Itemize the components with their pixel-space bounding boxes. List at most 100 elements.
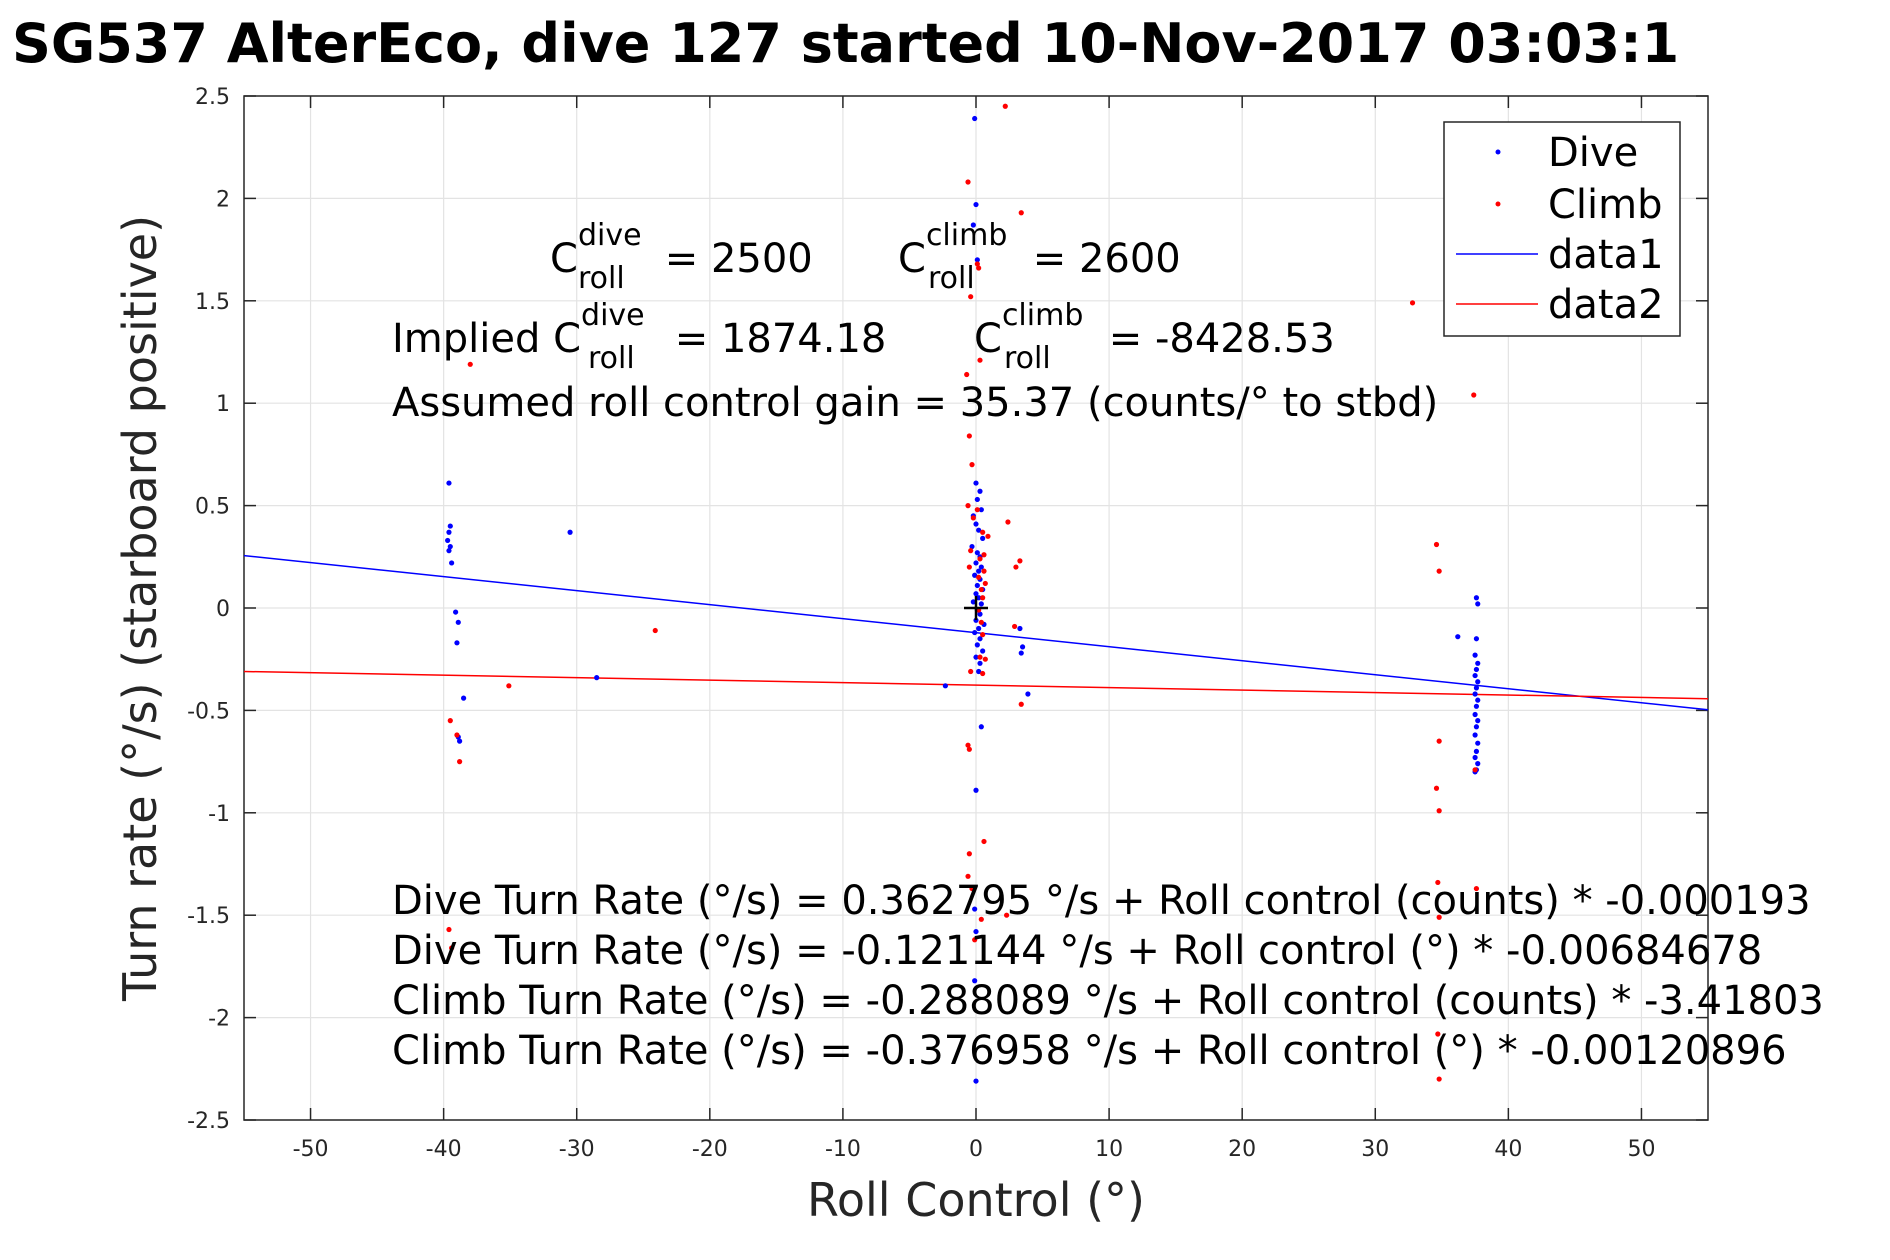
legend-dive-label: Dive: [1548, 130, 1638, 176]
dive-point: [978, 564, 984, 570]
climb-point: [974, 261, 980, 267]
dive-point: [1473, 703, 1480, 709]
climb-point: [1011, 623, 1018, 630]
dive-point: [977, 488, 983, 494]
climb-point: [966, 851, 972, 857]
dive-point: [972, 978, 978, 984]
implied-climb-sub: roll: [1004, 341, 1051, 376]
dive-point: [1018, 650, 1024, 656]
c-climb-sub: roll: [928, 261, 975, 296]
annotation-implied-dive: Implied Cdive roll = 1874.18: [392, 298, 886, 376]
legend-data1-label: data1: [1548, 232, 1664, 278]
x-tick-label: -50: [293, 1137, 329, 1162]
dive-point: [973, 521, 979, 527]
dive-point: [1473, 748, 1480, 754]
dive-point: [1475, 679, 1481, 685]
implied-climb-base: C: [974, 316, 1002, 362]
dive-point: [447, 543, 453, 550]
chart-title: SG537 AlterEco, dive 127 started 10-Nov-…: [12, 12, 1679, 75]
climb-point: [980, 632, 986, 638]
climb-point: [506, 683, 512, 689]
x-tick-label: 30: [1361, 1137, 1389, 1162]
climb-point: [1018, 210, 1024, 216]
climb-point: [980, 529, 986, 535]
dive-point: [457, 738, 463, 744]
dive-point: [567, 529, 573, 535]
x-axis-label: Roll Control (°): [807, 1173, 1145, 1227]
implied-dive-sup: dive: [581, 298, 645, 333]
y-tick-label: 0.5: [195, 495, 230, 520]
climb-point: [1473, 885, 1480, 892]
dive-point: [1472, 652, 1478, 658]
climb-point: [969, 462, 975, 468]
dive-point: [973, 201, 979, 208]
climb-point: [1018, 701, 1024, 707]
climb-point: [1004, 912, 1010, 918]
climb-point: [1002, 103, 1008, 109]
climb-point: [966, 433, 972, 439]
dive-point: [974, 496, 980, 503]
climb-point: [1436, 568, 1442, 574]
climb-point: [457, 759, 463, 765]
x-tick-label: 50: [1627, 1137, 1655, 1162]
climb-point: [968, 668, 974, 675]
x-tick-labels: -50 -40 -30 -20 -10 0 10 20 30 40 50: [293, 1137, 1656, 1162]
dive-point: [446, 529, 452, 535]
climb-point: [1435, 879, 1441, 886]
climb-point: [1433, 785, 1440, 791]
dive-point: [1473, 636, 1480, 642]
dive-point: [1475, 740, 1481, 746]
y-tick-label: -1.5: [187, 904, 230, 929]
dive-point: [980, 648, 986, 654]
dive-point: [973, 787, 979, 793]
dive-point: [447, 523, 453, 529]
dive-point: [977, 611, 983, 617]
c-climb-val: = 2600: [1020, 236, 1181, 282]
climb-point: [964, 371, 970, 378]
dive-point: [973, 560, 979, 566]
legend: Dive Climb data1 data2: [1443, 121, 1681, 337]
dive-point: [1472, 732, 1478, 738]
implied-prefix: Implied C: [392, 316, 581, 362]
climb-point: [976, 265, 982, 271]
annotation-gain: Assumed roll control gain = 35.37 (count…: [392, 380, 1438, 426]
dive-point: [1473, 724, 1480, 730]
dive-point: [976, 668, 982, 675]
dive-point: [972, 906, 978, 912]
dive-point: [978, 724, 984, 730]
dive-point: [974, 550, 980, 556]
climb-point: [978, 586, 984, 593]
annotation-c-climb: Cclimb roll = 2600: [898, 218, 1181, 296]
y-tick-label: 2.5: [195, 85, 230, 110]
dive-point: [976, 595, 982, 601]
dive-point: [970, 599, 976, 605]
dive-point: [972, 115, 978, 122]
dive-point: [454, 640, 460, 646]
climb-point: [1409, 300, 1416, 306]
dive-point: [1019, 644, 1026, 650]
climb-point: [966, 564, 972, 570]
y-tick-label: 0: [216, 597, 230, 622]
x-tick-label: 10: [1095, 1137, 1123, 1162]
climb-point: [1433, 541, 1440, 548]
dive-point: [980, 535, 986, 541]
origin-marker: [964, 596, 988, 620]
climb-point: [981, 568, 987, 574]
climb-point: [982, 656, 988, 662]
dive-point: [461, 695, 467, 701]
dive-point: [1475, 697, 1481, 703]
dive-point: [977, 636, 983, 642]
climb-point: [965, 179, 971, 185]
dive-point: [974, 642, 980, 648]
x-tick-label: -10: [825, 1137, 861, 1162]
dive-point: [1475, 718, 1481, 724]
climb-point: [980, 595, 986, 601]
climb-point: [969, 885, 975, 892]
dive-point: [1025, 691, 1031, 697]
climb-point: [1436, 738, 1442, 744]
climb-point: [977, 654, 983, 660]
climb-point: [977, 357, 983, 363]
dive-point: [446, 548, 452, 554]
dive-point: [972, 629, 978, 636]
climb-point: [449, 945, 455, 951]
